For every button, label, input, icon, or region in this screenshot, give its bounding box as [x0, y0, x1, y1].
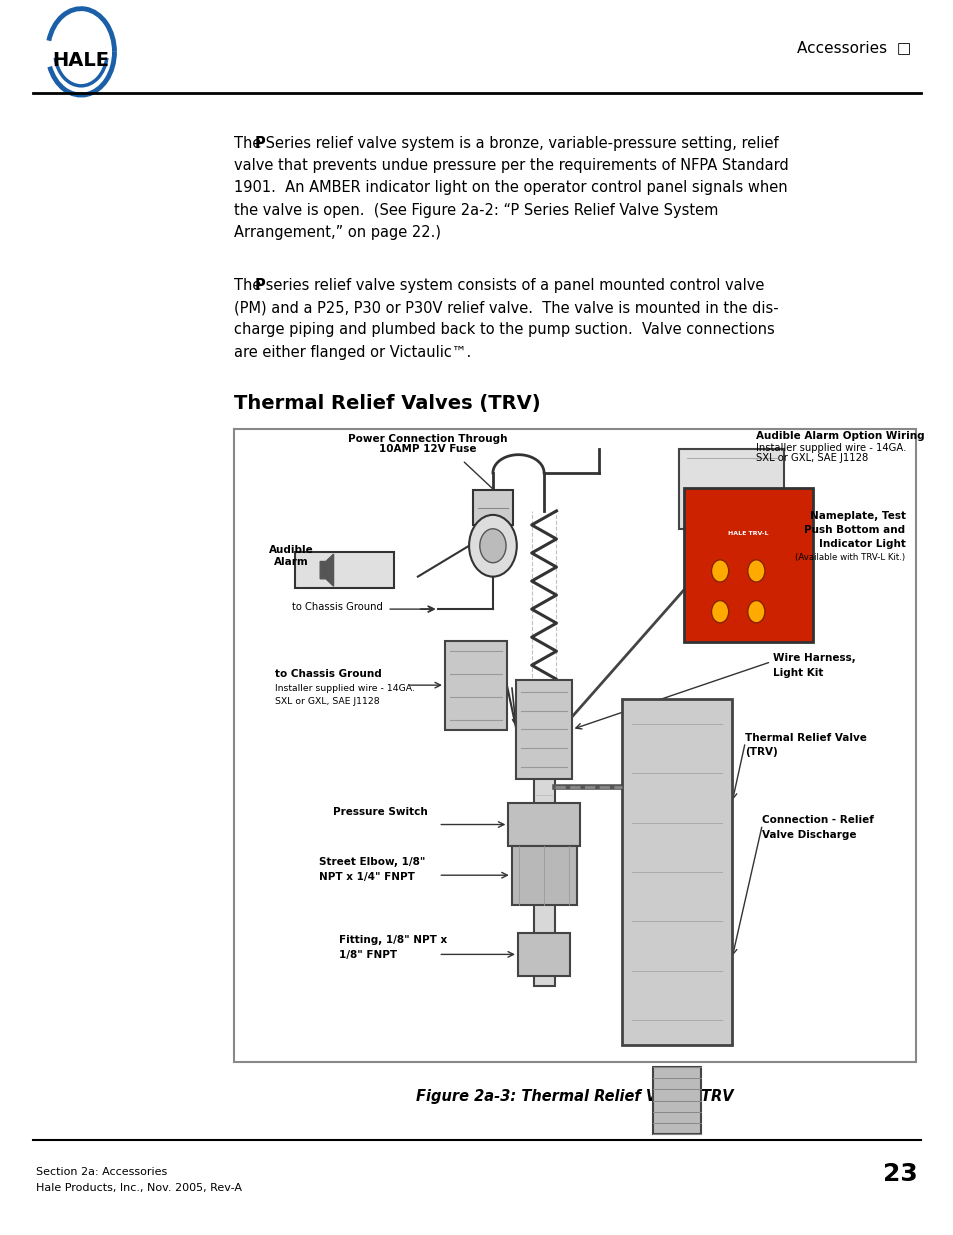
Text: NPT x 1/4" FNPT: NPT x 1/4" FNPT	[318, 872, 415, 882]
Text: Power Connection Through: Power Connection Through	[348, 435, 507, 445]
Text: 1/8" FNPT: 1/8" FNPT	[339, 950, 397, 960]
Text: the valve is open.  (See Figure 2a-2: “P Series Relief Valve System: the valve is open. (See Figure 2a-2: “P …	[233, 203, 718, 217]
Bar	[511, 846, 576, 905]
Text: Fitting, 1/8" NPT x: Fitting, 1/8" NPT x	[339, 935, 447, 945]
Bar	[473, 490, 513, 525]
Text: Series relief valve system is a bronze, variable-pressure setting, relief: Series relief valve system is a bronze, …	[261, 136, 779, 151]
Bar	[621, 699, 731, 1045]
Text: Indicator Light: Indicator Light	[818, 538, 904, 548]
Text: Thermal Relief Valve: Thermal Relief Valve	[744, 732, 866, 742]
Circle shape	[711, 600, 728, 622]
Text: (TRV): (TRV)	[744, 747, 778, 757]
Text: The: The	[233, 136, 266, 151]
Text: (PM) and a P25, P30 or P30V relief valve.  The valve is mounted in the dis-: (PM) and a P25, P30 or P30V relief valve…	[233, 300, 778, 315]
Circle shape	[479, 529, 505, 563]
Text: Installer supplied wire - 14GA.: Installer supplied wire - 14GA.	[755, 442, 905, 452]
Text: The: The	[233, 278, 266, 293]
Text: P: P	[254, 278, 265, 293]
Text: Street Elbow, 1/8": Street Elbow, 1/8"	[318, 857, 425, 867]
Text: HALE: HALE	[52, 51, 110, 70]
Text: Hale Products, Inc., Nov. 2005, Rev-A: Hale Products, Inc., Nov. 2005, Rev-A	[36, 1183, 242, 1193]
Text: Audible Alarm Option Wiring: Audible Alarm Option Wiring	[755, 431, 923, 441]
Text: Nameplate, Test: Nameplate, Test	[809, 511, 904, 521]
Text: Connection - Relief: Connection - Relief	[761, 815, 873, 825]
Text: Alarm: Alarm	[274, 557, 309, 567]
Text: to Chassis Ground: to Chassis Ground	[292, 603, 382, 613]
Text: 1901.  An AMBER indicator light on the operator control panel signals when: 1901. An AMBER indicator light on the op…	[233, 180, 786, 195]
Text: are either flanged or Victaulic™.: are either flanged or Victaulic™.	[233, 345, 471, 359]
Text: Audible: Audible	[269, 546, 314, 556]
Text: Thermal Relief Valves (TRV): Thermal Relief Valves (TRV)	[233, 394, 539, 412]
Text: charge piping and plumbed back to the pump suction.  Valve connections: charge piping and plumbed back to the pu…	[233, 322, 774, 337]
Circle shape	[711, 559, 728, 582]
Text: (Available with TRV-L Kit.): (Available with TRV-L Kit.)	[795, 553, 904, 562]
Bar	[653, 1067, 700, 1135]
Circle shape	[747, 559, 764, 582]
Text: SXL or GXL, SAE J1128: SXL or GXL, SAE J1128	[755, 453, 867, 463]
Bar	[683, 488, 812, 642]
Text: Accessories  □: Accessories □	[796, 41, 910, 56]
Text: valve that prevents undue pressure per the requirements of NFPA Standard: valve that prevents undue pressure per t…	[233, 158, 787, 173]
Text: 23: 23	[882, 1162, 917, 1186]
Text: P: P	[254, 136, 265, 151]
Text: to Chassis Ground: to Chassis Ground	[274, 669, 381, 679]
Text: SXL or GXL, SAE J1128: SXL or GXL, SAE J1128	[274, 698, 379, 706]
Bar	[517, 932, 570, 976]
Text: Figure 2a-3: Thermal Relief Valve, TRV: Figure 2a-3: Thermal Relief Valve, TRV	[416, 1089, 733, 1104]
Bar	[444, 641, 506, 730]
Circle shape	[469, 515, 517, 577]
Text: Installer supplied wire - 14GA.: Installer supplied wire - 14GA.	[274, 684, 415, 693]
Circle shape	[747, 600, 764, 622]
Text: Pressure Switch: Pressure Switch	[333, 806, 427, 816]
Text: Section 2a: Accessories: Section 2a: Accessories	[36, 1167, 168, 1177]
Text: Arrangement,” on page 22.): Arrangement,” on page 22.)	[233, 225, 440, 240]
Text: Push Bottom and: Push Bottom and	[803, 525, 904, 535]
Text: Light Kit: Light Kit	[772, 668, 822, 678]
Bar	[533, 710, 554, 986]
Text: series relief valve system consists of a panel mounted control valve: series relief valve system consists of a…	[261, 278, 764, 293]
Text: Wire Harness,: Wire Harness,	[772, 653, 855, 663]
Text: HALE TRV-L: HALE TRV-L	[728, 531, 768, 536]
Polygon shape	[320, 555, 334, 587]
Bar	[233, 429, 915, 1062]
Text: Valve Discharge: Valve Discharge	[761, 830, 856, 840]
Bar	[508, 803, 579, 846]
Text: 10AMP 12V Fuse: 10AMP 12V Fuse	[379, 443, 476, 454]
Bar	[516, 680, 571, 779]
Bar	[679, 448, 783, 529]
Bar	[294, 552, 394, 588]
